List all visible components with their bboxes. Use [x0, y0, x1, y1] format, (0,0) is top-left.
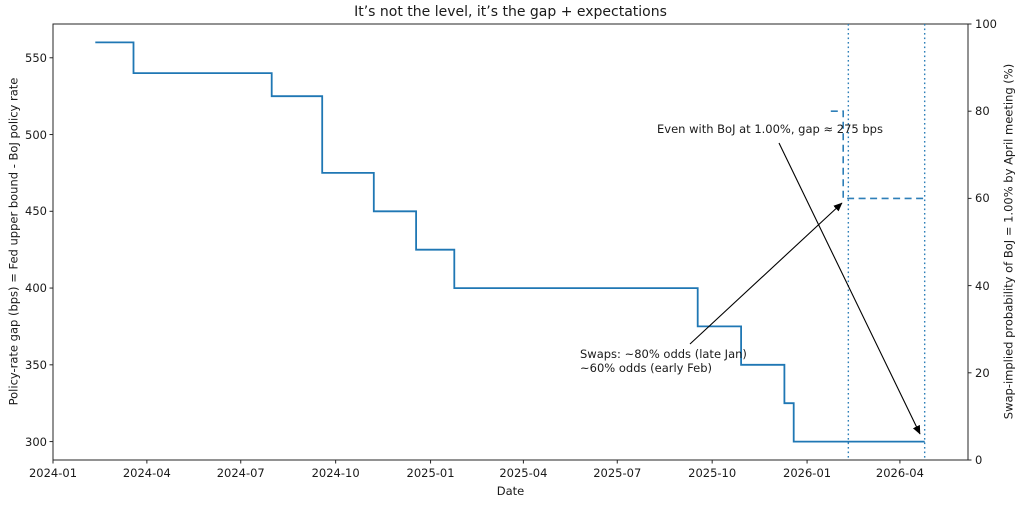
x-tick-label: 2025-01 — [406, 466, 455, 480]
annotation-swap-odds-line2: ~60% odds (early Feb) — [580, 360, 712, 375]
plot-border — [52, 23, 969, 461]
left-y-tick-label: 450 — [25, 204, 47, 219]
right-y-tick-label: 0 — [975, 453, 983, 467]
x-axis-label: Date — [496, 484, 525, 498]
annotation-arrow-1 — [689, 202, 843, 345]
left-y-tick-label: 300 — [25, 434, 47, 449]
x-tick-label: 2026-04 — [875, 466, 924, 480]
x-tick-label: 2025-07 — [593, 466, 642, 480]
right-y-tick-label: 100 — [975, 17, 997, 31]
left-y-tick-label: 550 — [25, 50, 47, 65]
x-tick-label: 2024-04 — [122, 466, 171, 480]
annotation-gap-275bps: Even with BoJ at 1.00%, gap ≈ 275 bps — [657, 122, 883, 137]
chart-title: It’s not the level, it’s the gap + expec… — [354, 4, 667, 20]
right-y-tick-label: 40 — [975, 278, 990, 293]
x-tick-label: 2026-01 — [783, 466, 832, 480]
x-tick-label: 2024-01 — [28, 466, 78, 480]
annotation-gap-275bps-text: Even with BoJ at 1.00%, gap ≈ 275 bps — [657, 122, 883, 136]
left-y-tick-label: 500 — [25, 127, 47, 142]
left-y-tick-label: 400 — [25, 281, 47, 296]
right-y-tick-label: 60 — [975, 191, 990, 206]
annotation-arrow-0 — [778, 142, 921, 435]
right-y-tick-label: 20 — [975, 365, 990, 380]
right-y-tick-label: 80 — [975, 104, 990, 119]
annotation-swap-odds: Swaps: ~80% odds (late Jan) ~60% odds (e… — [580, 347, 747, 375]
left-y-tick-label: 350 — [25, 357, 47, 372]
x-tick-label: 2025-10 — [688, 466, 737, 480]
swap_implied_probability_pct-line — [830, 110, 925, 200]
x-tick-label: 2024-10 — [311, 466, 360, 480]
annotation-swap-odds-line1: Swaps: ~80% odds (late Jan) — [580, 347, 747, 361]
right-axis-label: Swap-implied probability of BoJ = 1.00% … — [1001, 63, 1016, 420]
left-axis-label: Policy-rate gap (bps) = Fed upper bound … — [6, 77, 21, 406]
x-tick-label: 2024-07 — [216, 466, 265, 480]
policy_rate_gap_bps-line — [95, 41, 925, 443]
x-tick-label: 2025-04 — [499, 466, 548, 480]
